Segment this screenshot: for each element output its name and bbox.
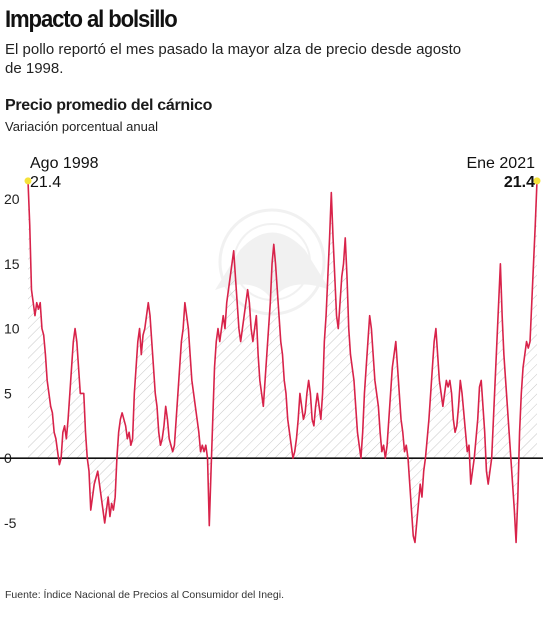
y-tick-label: 20 (4, 191, 20, 207)
headline: Impacto al bolsillo (5, 6, 178, 33)
end-value-label: 21.4 (503, 174, 535, 191)
start-date-label: Ago 1998 (30, 155, 99, 172)
y-tick-label: -5 (4, 515, 17, 531)
start-point-marker (24, 177, 32, 185)
end-point-marker (533, 177, 541, 185)
source-note: Fuente: Índice Nacional de Precios al Co… (5, 589, 284, 601)
start-value-label: 21.4 (30, 174, 62, 191)
series-line (27, 180, 538, 544)
end-date-label: Ene 2021 (466, 155, 535, 172)
y-tick-label: 5 (4, 385, 12, 401)
chart-title: Precio promedio del cárnico (5, 97, 213, 114)
headline-subtitle: El pollo reportó el mes pasado la mayor … (5, 41, 462, 77)
chart-subtitle: Variación porcentual anual (5, 119, 158, 134)
y-tick-label: 10 (4, 321, 20, 337)
y-tick-label: 15 (4, 256, 20, 272)
